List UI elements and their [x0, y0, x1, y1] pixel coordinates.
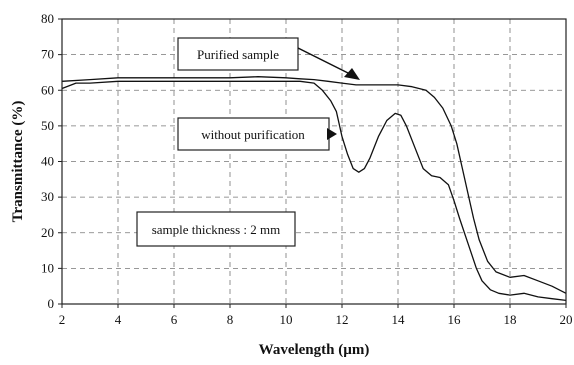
- x-tick-label: 4: [115, 312, 122, 327]
- annotation-box: [177, 117, 330, 151]
- series-layer: [61, 76, 567, 302]
- series-line-without-purification: [61, 80, 567, 302]
- grid: [62, 19, 566, 304]
- arrow-head: [327, 128, 337, 140]
- y-tick-label: 70: [41, 47, 54, 62]
- y-tick-label: 10: [41, 260, 54, 275]
- x-axis-label: Wavelength (µm): [259, 342, 370, 358]
- annotation-sample-thickness: sample thickness : 2 mm: [136, 211, 296, 247]
- series-line-purified-sample: [61, 76, 567, 294]
- y-tick-label: 40: [41, 154, 54, 169]
- y-tick-label: 50: [41, 118, 54, 133]
- x-tick-label: 18: [504, 312, 517, 327]
- y-tick-label: 30: [41, 189, 54, 204]
- x-tick-label: 14: [392, 312, 406, 327]
- y-tick-label: 20: [41, 225, 54, 240]
- arrow-line: [297, 47, 351, 75]
- annotation-without-purification: without purification: [177, 117, 337, 151]
- x-tick-label: 10: [280, 312, 293, 327]
- y-axis-label: Transmittance (%): [10, 101, 26, 223]
- x-tick-label: 2: [59, 312, 66, 327]
- x-tick-label: 16: [448, 312, 462, 327]
- x-tick-label: 12: [336, 312, 349, 327]
- arrow-head: [344, 68, 360, 80]
- x-tick-label: 6: [171, 312, 178, 327]
- tick-labels: 2 4 6 8 10 12 14 16 18 20 0 10 20 30 40 50 60 70 80: [41, 11, 573, 327]
- annotation-box: [177, 37, 299, 71]
- x-tick-label: 20: [560, 312, 573, 327]
- y-tick-label: 0: [48, 296, 55, 311]
- annotation-label: Purified sample: [197, 47, 279, 62]
- annotation-purified-sample: Purified sample: [177, 37, 360, 80]
- y-tick-label: 60: [41, 82, 54, 97]
- x-tick-label: 8: [227, 312, 234, 327]
- annotation-label: without purification: [201, 127, 305, 142]
- annotation-label: sample thickness : 2 mm: [152, 222, 281, 237]
- y-tick-label: 80: [41, 11, 54, 26]
- annotation-box: [136, 211, 296, 247]
